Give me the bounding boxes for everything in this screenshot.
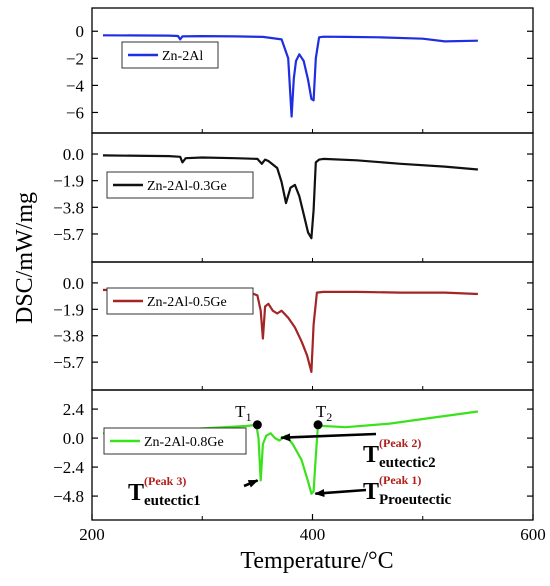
x-axis: 200 400 600 bbox=[79, 129, 546, 544]
panel-3: 0.0 −1.9 −3.8 −5.7 Zn-2Al-0.5Ge bbox=[53, 261, 534, 391]
annotation-label: T(Peak 1) bbox=[363, 473, 421, 505]
y-axis-title: DSC/mW/mg bbox=[12, 192, 38, 324]
y-tick-label: −5.7 bbox=[53, 353, 84, 372]
y-tick-label: 0 bbox=[76, 22, 85, 41]
y-tick-label: −2.4 bbox=[53, 458, 84, 477]
y-tick-label: −3.8 bbox=[53, 198, 84, 217]
y-tick-label: −4.8 bbox=[53, 487, 84, 506]
y-tick-label: 2.4 bbox=[63, 400, 85, 419]
panel-1: 0 −2 −4 −6 Zn-2Al bbox=[66, 7, 534, 134]
annotation-sub: eutectic2 bbox=[379, 455, 436, 471]
x-tick-label: 200 bbox=[79, 525, 105, 544]
annotation-sub: Proeutectic bbox=[379, 492, 452, 508]
series-line-Zn-2Al-0.3Ge bbox=[102, 154, 478, 240]
annotation-label: T(Peak 2) bbox=[363, 436, 421, 468]
x-axis-title: Temperature/°C bbox=[240, 548, 393, 574]
annotation-label: T(Peak 3) bbox=[128, 474, 186, 506]
marker-label: T1 bbox=[235, 402, 251, 424]
marker-dot bbox=[252, 420, 262, 430]
legend-label: Zn-2Al-0.3Ge bbox=[147, 179, 227, 194]
annotation-arrow bbox=[280, 432, 377, 442]
x-tick-label: 600 bbox=[520, 525, 546, 544]
marker-label: T2 bbox=[316, 402, 332, 424]
y-tick-label: −1.9 bbox=[53, 172, 84, 191]
y-tick-label: 0.0 bbox=[63, 429, 84, 448]
y-tick-label: 0.0 bbox=[63, 274, 84, 293]
y-tick-label: 0.0 bbox=[63, 145, 84, 164]
y-tick-label: −2 bbox=[66, 49, 84, 68]
y-tick-label: −6 bbox=[66, 103, 84, 122]
legend-label: Zn-2Al bbox=[162, 49, 203, 64]
legend-box bbox=[121, 41, 219, 69]
panel-frame bbox=[91, 7, 534, 134]
annotation-arrow bbox=[314, 488, 367, 498]
panel-2: 0.0 −1.9 −3.8 −5.7 Zn-2Al-0.3Ge bbox=[53, 132, 534, 263]
y-tick-label: −3.8 bbox=[53, 327, 84, 346]
y-tick-label: −4 bbox=[66, 76, 85, 95]
legend-label: Zn-2Al-0.8Ge bbox=[144, 435, 224, 450]
x-tick-label: 400 bbox=[300, 525, 326, 544]
annotation-sub: eutectic1 bbox=[144, 493, 201, 509]
legend-label: Zn-2Al-0.5Ge bbox=[147, 295, 227, 310]
panels-group: 0 −2 −4 −6 Zn-2Al 0.0 −1.9 −3.8 −5.7 Zn-2Al-0.3Ge… bbox=[53, 7, 534, 521]
annotation-arrow bbox=[243, 479, 259, 488]
y-tick-label: −1.9 bbox=[53, 300, 84, 319]
y-tick-label: −5.7 bbox=[53, 225, 84, 244]
series-line-Zn-2Al bbox=[102, 34, 478, 118]
marker-dot bbox=[313, 420, 323, 430]
